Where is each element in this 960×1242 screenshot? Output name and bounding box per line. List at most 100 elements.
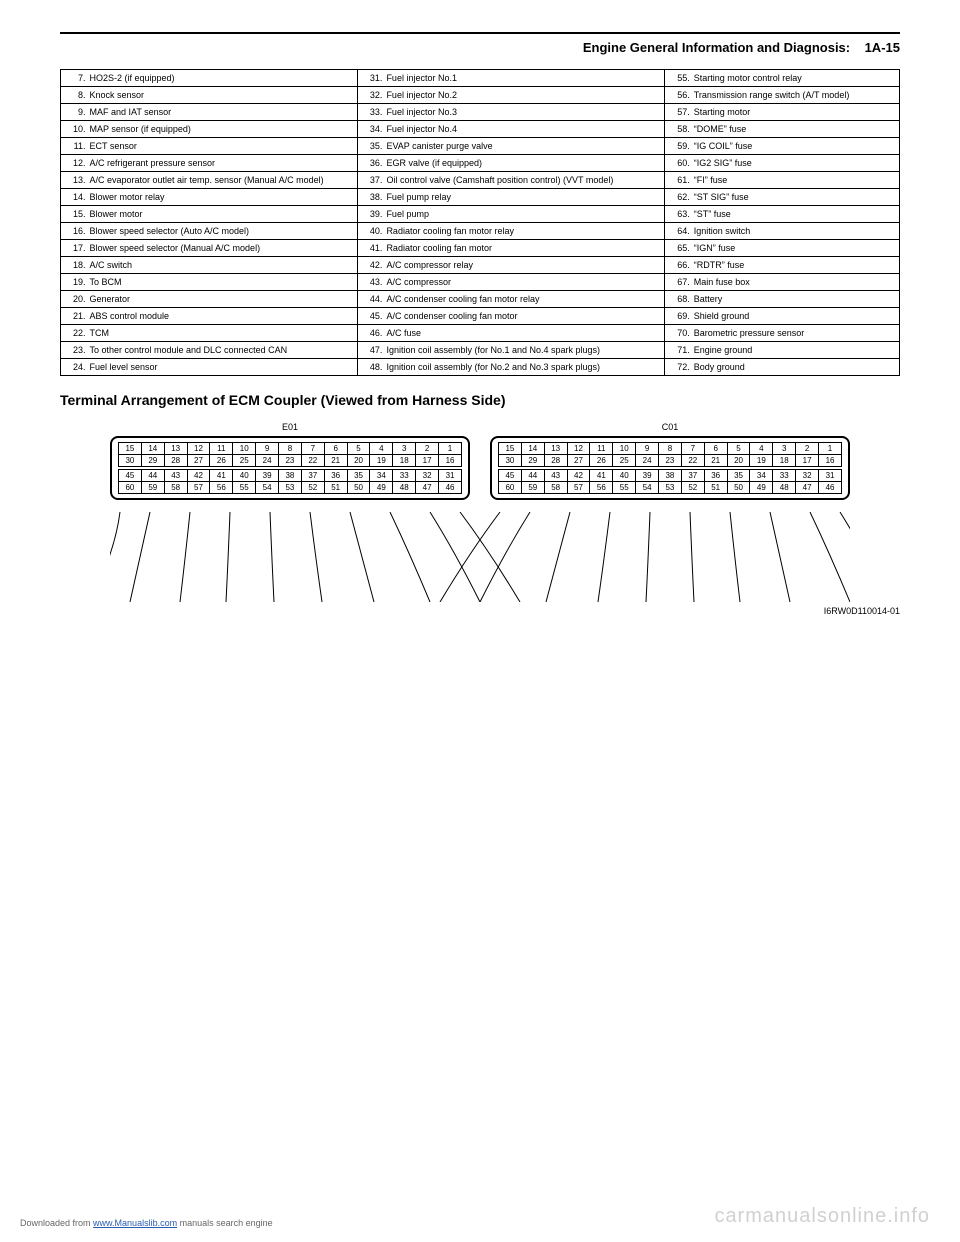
pin-cell: 42 <box>567 470 590 482</box>
legend-text: “FI” fuse <box>692 172 900 189</box>
pin-cell: 41 <box>210 470 233 482</box>
legend-text: Blower motor relay <box>87 189 357 206</box>
legend-text: A/C compressor relay <box>384 257 664 274</box>
pin-cell: 8 <box>279 443 302 455</box>
connector-e01: 1514131211109876543213029282726252423222… <box>110 436 470 500</box>
legend-text: “IG2 SIG” fuse <box>692 155 900 172</box>
pin-cell: 42 <box>187 470 210 482</box>
pin-cell: 46 <box>439 482 462 494</box>
legend-num: 68. <box>665 291 692 308</box>
header-section: Engine General Information and Diagnosis… <box>583 40 850 55</box>
pin-cell: 6 <box>324 443 347 455</box>
legend-num: 71. <box>665 342 692 359</box>
connector-c01: 1514131211109876543213029282726252423222… <box>490 436 850 500</box>
legend-num: 69. <box>665 308 692 325</box>
legend-text: MAP sensor (if equipped) <box>87 121 357 138</box>
pin-cell: 12 <box>187 443 210 455</box>
legend-text: “DOME” fuse <box>692 121 900 138</box>
legend-text: Fuel injector No.2 <box>384 87 664 104</box>
legend-text: “IG COIL” fuse <box>692 138 900 155</box>
pin-cell: 12 <box>567 443 590 455</box>
legend-num: 20. <box>61 291 88 308</box>
legend-num: 18. <box>61 257 88 274</box>
pin-cell: 60 <box>119 482 142 494</box>
pin-cell: 1 <box>819 443 842 455</box>
legend-num: 66. <box>665 257 692 274</box>
pin-cell: 33 <box>393 470 416 482</box>
legend-num: 57. <box>665 104 692 121</box>
legend-num: 14. <box>61 189 88 206</box>
legend-text: Blower motor <box>87 206 357 223</box>
legend-text: A/C switch <box>87 257 357 274</box>
pin-cell: 53 <box>279 482 302 494</box>
legend-num: 39. <box>357 206 384 223</box>
legend-num: 7. <box>61 70 88 87</box>
pin-cell: 49 <box>750 482 773 494</box>
pin-cell: 4 <box>750 443 773 455</box>
pin-cell: 27 <box>567 455 590 467</box>
legend-num: 41. <box>357 240 384 257</box>
legend-text: Ignition switch <box>692 223 900 240</box>
legend-num: 13. <box>61 172 88 189</box>
pin-cell: 54 <box>636 482 659 494</box>
pin-cell: 52 <box>301 482 324 494</box>
legend-text: EVAP canister purge valve <box>384 138 664 155</box>
pin-cell: 25 <box>233 455 256 467</box>
pin-cell: 2 <box>796 443 819 455</box>
pin-cell: 9 <box>256 443 279 455</box>
legend-num: 64. <box>665 223 692 240</box>
legend-text: A/C evaporator outlet air temp. sensor (… <box>87 172 357 189</box>
pin-cell: 48 <box>773 482 796 494</box>
legend-num: 65. <box>665 240 692 257</box>
legend-text: Engine ground <box>692 342 900 359</box>
legend-text: A/C condenser cooling fan motor relay <box>384 291 664 308</box>
pin-cell: 25 <box>613 455 636 467</box>
pin-cell: 39 <box>256 470 279 482</box>
legend-text: Fuel pump relay <box>384 189 664 206</box>
pin-cell: 19 <box>750 455 773 467</box>
pin-cell: 59 <box>141 482 164 494</box>
pin-cell: 46 <box>819 482 842 494</box>
wire-lines <box>110 512 850 602</box>
pin-cell: 6 <box>704 443 727 455</box>
legend-num: 38. <box>357 189 384 206</box>
pin-cell: 11 <box>590 443 613 455</box>
legend-text: “ST” fuse <box>692 206 900 223</box>
pin-cell: 51 <box>704 482 727 494</box>
legend-text: A/C condenser cooling fan motor <box>384 308 664 325</box>
pin-cell: 24 <box>256 455 279 467</box>
pin-cell: 5 <box>727 443 750 455</box>
pin-cell: 51 <box>324 482 347 494</box>
legend-text: Radiator cooling fan motor <box>384 240 664 257</box>
pin-cell: 47 <box>416 482 439 494</box>
legend-num: 23. <box>61 342 88 359</box>
footer-link[interactable]: www.Manualslib.com <box>93 1218 177 1228</box>
pin-cell: 4 <box>370 443 393 455</box>
legend-num: 12. <box>61 155 88 172</box>
pin-cell: 10 <box>233 443 256 455</box>
legend-num: 11. <box>61 138 88 155</box>
connector-label-right: C01 <box>490 422 850 432</box>
legend-text: To other control module and DLC connecte… <box>87 342 357 359</box>
pin-cell: 47 <box>796 482 819 494</box>
legend-text: To BCM <box>87 274 357 291</box>
legend-num: 17. <box>61 240 88 257</box>
pin-cell: 18 <box>773 455 796 467</box>
legend-num: 43. <box>357 274 384 291</box>
legend-num: 59. <box>665 138 692 155</box>
pin-cell: 45 <box>499 470 522 482</box>
legend-text: Main fuse box <box>692 274 900 291</box>
legend-text: Fuel pump <box>384 206 664 223</box>
pin-cell: 55 <box>613 482 636 494</box>
footer-suffix: manuals search engine <box>180 1218 273 1228</box>
legend-num: 58. <box>665 121 692 138</box>
pin-cell: 7 <box>301 443 324 455</box>
legend-text: Blower speed selector (Auto A/C model) <box>87 223 357 240</box>
pin-cell: 49 <box>370 482 393 494</box>
pin-cell: 57 <box>187 482 210 494</box>
legend-text: TCM <box>87 325 357 342</box>
legend-num: 40. <box>357 223 384 240</box>
legend-text: MAF and IAT sensor <box>87 104 357 121</box>
pin-cell: 8 <box>659 443 682 455</box>
legend-text: Knock sensor <box>87 87 357 104</box>
